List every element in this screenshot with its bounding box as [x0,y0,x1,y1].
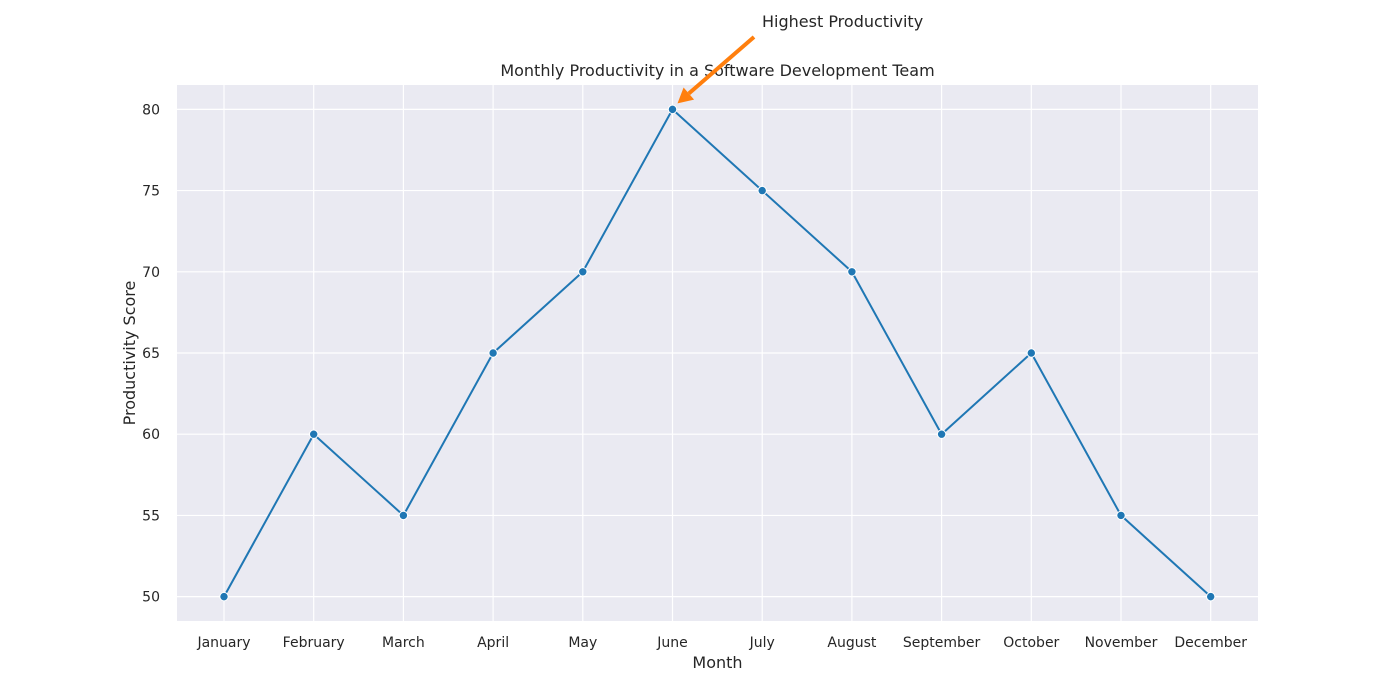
x-tick-label: February [283,635,345,651]
data-point [1026,348,1037,358]
x-tick-label: March [382,635,425,651]
annotation-arrow-shaft [687,35,756,96]
x-tick-labels: January February March April May June July Augu… [196,635,1247,651]
x-tick-label: January [196,635,250,651]
y-tick-label: 60 [142,427,160,443]
data-point [1116,510,1126,521]
y-tick-label: 70 [142,265,160,281]
data-point [1206,591,1216,602]
x-tick-label: July [749,635,775,651]
data-point [936,429,947,439]
x-tick-label: May [568,635,597,651]
y-tick-label: 55 [142,508,160,524]
data-point [757,185,767,196]
annotation-arrow-head [677,87,695,104]
data-point [578,267,588,277]
y-tick-label: 80 [142,102,160,118]
data-point [219,591,229,602]
data-point [488,348,498,358]
data-point [398,510,409,521]
data-point [309,429,319,439]
y-tick-label: 75 [142,184,160,200]
x-tick-label: June [656,635,688,651]
annotation: Highest Productivity [677,12,923,104]
marker-layer [219,104,1216,602]
y-tick-label: 50 [142,590,160,606]
x-axis-label: Month [692,653,742,672]
series-layer [223,108,1212,598]
x-tick-label: August [827,635,877,651]
y-tick-label: 65 [142,346,160,362]
x-tick-label: April [477,635,509,651]
y-axis-label: Productivity Score [120,281,139,426]
x-tick-label: September [903,635,981,651]
data-point [847,267,857,277]
y-tick-labels: 50 55 60 65 70 75 80 [142,102,160,605]
data-point [667,104,678,115]
x-tick-label: November [1085,635,1158,651]
series-line [223,108,1212,598]
x-tick-label: October [1003,635,1059,651]
annotation-text: Highest Productivity [762,12,923,31]
x-tick-label: December [1174,635,1247,651]
